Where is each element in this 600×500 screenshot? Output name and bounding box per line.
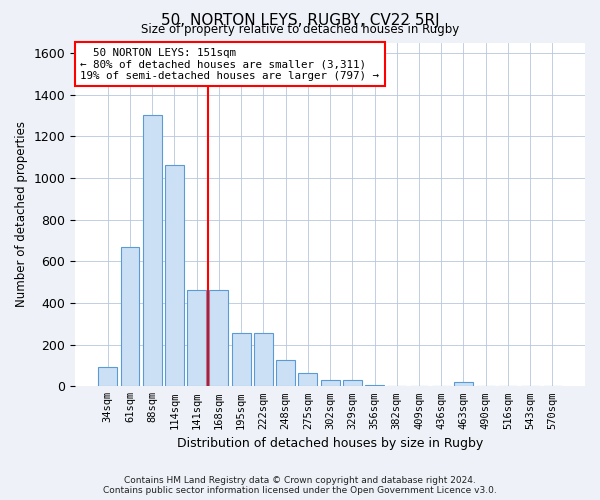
Bar: [121, 246, 139, 386]
Bar: [187, 290, 206, 386]
Bar: [276, 360, 295, 386]
Bar: [232, 333, 251, 386]
Bar: [254, 333, 273, 386]
Bar: [454, 382, 473, 386]
Bar: [343, 380, 362, 386]
Bar: [209, 290, 229, 386]
Bar: [320, 380, 340, 386]
Text: 50 NORTON LEYS: 151sqm
← 80% of detached houses are smaller (3,311)
19% of semi-: 50 NORTON LEYS: 151sqm ← 80% of detached…: [80, 48, 379, 81]
Bar: [98, 366, 117, 386]
Text: Contains HM Land Registry data © Crown copyright and database right 2024.
Contai: Contains HM Land Registry data © Crown c…: [103, 476, 497, 495]
Bar: [165, 166, 184, 386]
Text: 50, NORTON LEYS, RUGBY, CV22 5RJ: 50, NORTON LEYS, RUGBY, CV22 5RJ: [161, 12, 439, 28]
Y-axis label: Number of detached properties: Number of detached properties: [15, 122, 28, 308]
X-axis label: Distribution of detached houses by size in Rugby: Distribution of detached houses by size …: [177, 437, 483, 450]
Bar: [298, 373, 317, 386]
Text: Size of property relative to detached houses in Rugby: Size of property relative to detached ho…: [141, 22, 459, 36]
Bar: [143, 116, 161, 386]
